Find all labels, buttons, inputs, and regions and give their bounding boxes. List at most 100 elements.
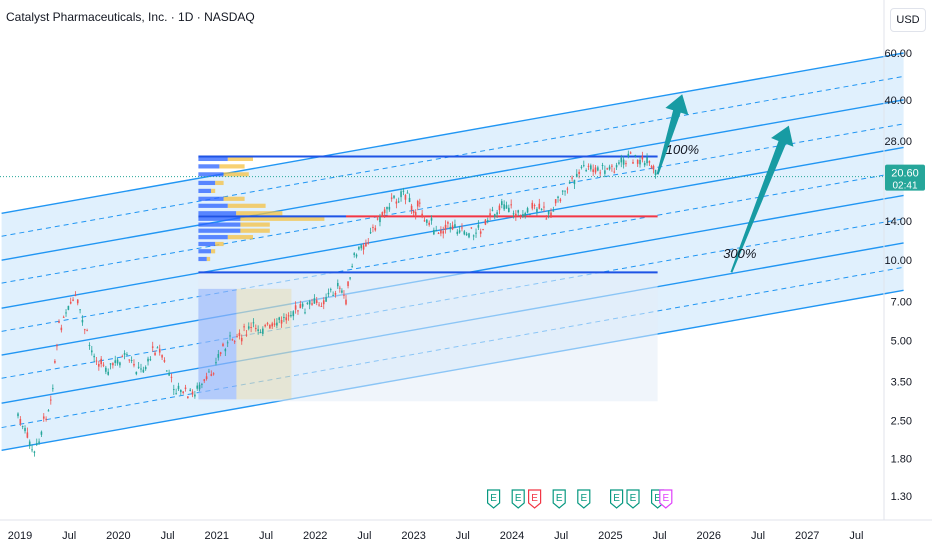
trend-arrow bbox=[656, 94, 689, 175]
candle-body bbox=[112, 363, 114, 366]
candle-body bbox=[238, 332, 241, 337]
candle-body bbox=[505, 205, 508, 209]
candle-body bbox=[33, 451, 36, 453]
candle-body bbox=[173, 389, 175, 391]
earnings-marker bbox=[552, 489, 566, 509]
candle-body bbox=[585, 169, 587, 172]
candle-body bbox=[550, 212, 552, 218]
candle-body bbox=[168, 372, 170, 376]
candle-body bbox=[419, 202, 421, 204]
time-axis-tick-label: Jul bbox=[554, 530, 568, 542]
volume-profile-down-bar bbox=[215, 180, 224, 186]
candle-body bbox=[493, 214, 496, 217]
candle-body bbox=[519, 214, 522, 217]
candle-body bbox=[194, 394, 196, 397]
price-axis-tick-label: 1.80 bbox=[891, 453, 912, 465]
candle-body bbox=[496, 212, 498, 215]
candle-body bbox=[86, 330, 88, 332]
candle-body bbox=[119, 362, 121, 366]
candle-body bbox=[311, 303, 313, 305]
candle-body bbox=[130, 360, 133, 362]
candle-body bbox=[93, 355, 95, 358]
volume-profile-up-bar bbox=[198, 156, 228, 162]
candle-body bbox=[654, 169, 657, 176]
candle-body bbox=[40, 431, 43, 435]
candle-body bbox=[50, 399, 52, 401]
candle-body bbox=[508, 207, 510, 213]
candle-body bbox=[287, 315, 290, 317]
candle-body bbox=[402, 190, 405, 192]
candle-body bbox=[643, 162, 646, 166]
volume-profile-up-bar bbox=[198, 203, 228, 208]
candle-body bbox=[294, 305, 297, 310]
candle-body bbox=[458, 230, 461, 233]
candle-body bbox=[639, 159, 641, 165]
candle-body bbox=[376, 218, 379, 220]
candle-body bbox=[109, 363, 112, 365]
time-axis-tick-label: Jul bbox=[751, 530, 765, 542]
candle-body bbox=[161, 355, 163, 358]
candle-body bbox=[250, 326, 252, 328]
candle-body bbox=[538, 203, 541, 209]
time-axis-tick-label: Jul bbox=[259, 530, 273, 542]
currency-button[interactable]: USD bbox=[890, 8, 926, 32]
candle-body bbox=[652, 165, 655, 170]
time-axis-tick-label: Jul bbox=[161, 530, 175, 542]
candle-body bbox=[526, 208, 529, 213]
candle-body bbox=[383, 209, 386, 214]
candle-body bbox=[575, 173, 578, 178]
candle-body bbox=[196, 385, 199, 389]
trend-arrow bbox=[730, 125, 794, 273]
annotation-label: 300% bbox=[723, 246, 756, 261]
candle-body bbox=[276, 322, 278, 326]
time-axis-tick-label: Jul bbox=[357, 530, 371, 542]
last-price-value: 20.60 bbox=[891, 168, 919, 180]
candle-body bbox=[325, 297, 327, 302]
candle-body bbox=[271, 323, 273, 327]
candle-body bbox=[345, 299, 347, 305]
candle-body bbox=[484, 219, 487, 225]
candle-body bbox=[615, 165, 618, 168]
candle-body bbox=[599, 172, 601, 174]
earnings-marker bbox=[487, 489, 501, 509]
candle-body bbox=[559, 199, 562, 202]
candle-body bbox=[47, 410, 50, 412]
candle-body bbox=[564, 190, 566, 192]
candle-body bbox=[54, 360, 56, 363]
candle-body bbox=[236, 336, 238, 338]
candle-body bbox=[437, 233, 440, 235]
candle-body bbox=[587, 165, 590, 167]
candle-body bbox=[226, 342, 229, 344]
candle-body bbox=[423, 220, 426, 222]
candle-body bbox=[62, 316, 65, 318]
candle-body bbox=[180, 389, 182, 393]
candle-body bbox=[597, 167, 599, 171]
candle-body bbox=[646, 157, 648, 164]
candle-body bbox=[634, 154, 637, 156]
volume-profile-up-bar bbox=[198, 180, 216, 186]
volume-profile-down-bar bbox=[223, 172, 249, 177]
candle-body bbox=[301, 303, 304, 307]
price-axis-tick-label: 7.00 bbox=[891, 296, 912, 308]
earnings-marker bbox=[528, 489, 542, 509]
candle-body bbox=[343, 294, 345, 296]
candle-body bbox=[522, 214, 524, 217]
candle-body bbox=[60, 327, 63, 331]
candle-body bbox=[252, 322, 255, 324]
candle-body bbox=[198, 384, 201, 390]
candle-body bbox=[133, 363, 135, 366]
candle-body bbox=[349, 277, 351, 279]
volume-profile-down-bar bbox=[206, 256, 211, 262]
candle-body bbox=[433, 229, 435, 235]
volume-profile-down-bar bbox=[227, 235, 253, 240]
candle-body bbox=[158, 348, 161, 353]
candle-body bbox=[83, 329, 86, 331]
chart-title: Catalyst Pharmaceuticals, Inc. · 1D · NA… bbox=[6, 10, 255, 24]
earnings-marker-label: E bbox=[556, 493, 563, 504]
candle-body bbox=[285, 317, 288, 321]
candle-body bbox=[491, 209, 494, 211]
candle-body bbox=[149, 359, 152, 361]
candle-body bbox=[79, 309, 81, 311]
candle-body bbox=[470, 227, 473, 229]
